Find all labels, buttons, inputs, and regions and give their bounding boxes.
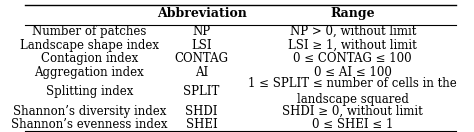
Text: LSI ≥ 1, without limit: LSI ≥ 1, without limit xyxy=(288,39,417,52)
Text: Landscape shape index: Landscape shape index xyxy=(20,39,159,52)
Text: LSI: LSI xyxy=(191,39,212,52)
Text: SHDI: SHDI xyxy=(185,105,218,118)
Text: SPLIT: SPLIT xyxy=(183,85,220,98)
Text: NP > 0, without limit: NP > 0, without limit xyxy=(290,25,416,38)
Text: SHEI: SHEI xyxy=(186,118,218,131)
Text: SHDI ≥ 0, without limit: SHDI ≥ 0, without limit xyxy=(283,105,423,118)
Text: 0 ≤ SHEI ≤ 1: 0 ≤ SHEI ≤ 1 xyxy=(312,118,393,131)
Text: Aggregation index: Aggregation index xyxy=(35,66,144,79)
Text: AI: AI xyxy=(195,66,208,79)
Text: 0 ≤ AI ≤ 100: 0 ≤ AI ≤ 100 xyxy=(314,66,392,79)
Text: Shannon’s diversity index: Shannon’s diversity index xyxy=(13,105,166,118)
Text: 1 ≤ SPLIT ≤ number of cells in the
landscape squared: 1 ≤ SPLIT ≤ number of cells in the lands… xyxy=(248,77,457,106)
Text: Abbreviation: Abbreviation xyxy=(157,7,246,20)
Text: Number of patches: Number of patches xyxy=(32,25,146,38)
Text: CONTAG: CONTAG xyxy=(174,52,228,65)
Text: Contagion index: Contagion index xyxy=(41,52,138,65)
Text: Shannon’s evenness index: Shannon’s evenness index xyxy=(11,118,168,131)
Text: NP: NP xyxy=(192,25,210,38)
Text: Range: Range xyxy=(330,7,375,20)
Text: 0 ≤ CONTAG ≤ 100: 0 ≤ CONTAG ≤ 100 xyxy=(293,52,412,65)
Text: Splitting index: Splitting index xyxy=(46,85,133,98)
